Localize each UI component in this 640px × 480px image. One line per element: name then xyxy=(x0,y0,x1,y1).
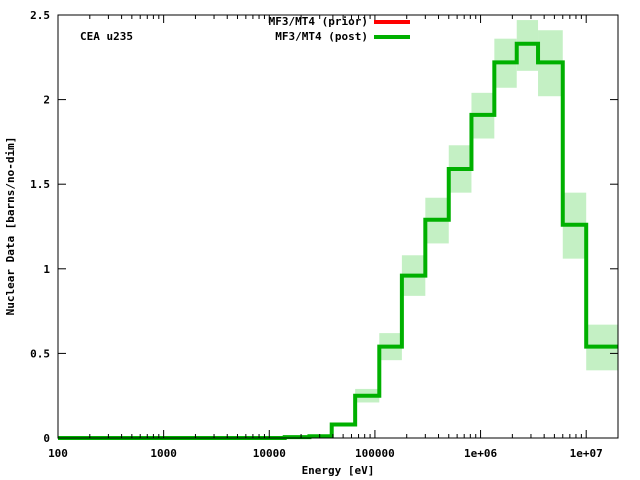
legend-entry-prior: MF3/MT4 (prior) xyxy=(269,15,410,28)
y-axis: 0 0.5 1 1.5 2 2.5 xyxy=(30,9,618,445)
y-tick-label: 0.5 xyxy=(30,347,50,360)
plot-frame xyxy=(57,14,619,439)
legend: MF3/MT4 (prior) MF3/MT4 (post) xyxy=(269,15,410,43)
y-tick-label: 2.5 xyxy=(30,9,50,22)
series-line-prior xyxy=(58,42,618,440)
x-tick-label: 10000 xyxy=(253,447,286,460)
y-axis-title: Nuclear Data [barns/no-dim] xyxy=(4,137,17,316)
legend-label-post: MF3/MT4 (post) xyxy=(275,30,368,43)
chart-annotation: CEA u235 xyxy=(80,30,133,43)
x-axis-title: Energy [eV] xyxy=(302,464,375,477)
x-tick-label: 100000 xyxy=(355,447,395,460)
x-axis: 100 1000 10000 100000 1e+06 1e+07 xyxy=(48,15,603,460)
legend-entry-post: MF3/MT4 (post) xyxy=(275,30,410,43)
y-tick-label: 1 xyxy=(43,263,50,276)
series-line-post xyxy=(58,41,618,440)
x-tick-label: 100 xyxy=(48,447,68,460)
y-tick-label: 2 xyxy=(43,94,50,107)
series-lines xyxy=(58,41,618,440)
y-tick-label: 1.5 xyxy=(30,178,50,191)
legend-label-prior: MF3/MT4 (prior) xyxy=(269,15,368,28)
x-tick-label: 1e+07 xyxy=(570,447,603,460)
uncertainty-bands xyxy=(331,20,618,427)
x-tick-label: 1e+06 xyxy=(464,447,497,460)
x-tick-label: 1000 xyxy=(150,447,177,460)
y-tick-label: 0 xyxy=(43,432,50,445)
